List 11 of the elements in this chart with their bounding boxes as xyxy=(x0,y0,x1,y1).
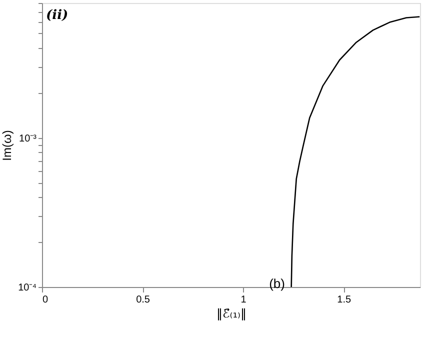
annotation: (b) xyxy=(269,276,285,291)
x-tick-label: 0 xyxy=(42,294,48,306)
y-axis-title: Im(ω) xyxy=(0,130,14,161)
x-axis-title: ‖ℰ⃗₍₁₎‖ xyxy=(216,306,246,320)
y-tick-label: 10⁻⁴ xyxy=(18,282,36,294)
line-series xyxy=(290,16,420,287)
y-tick-label: 10⁻³ xyxy=(19,133,38,144)
x-tick-label: 1 xyxy=(240,294,247,306)
x-tick-label: 0.5 xyxy=(136,294,150,306)
annotation: (ii) xyxy=(46,8,68,23)
x-tick-label: 1.5 xyxy=(337,294,352,306)
